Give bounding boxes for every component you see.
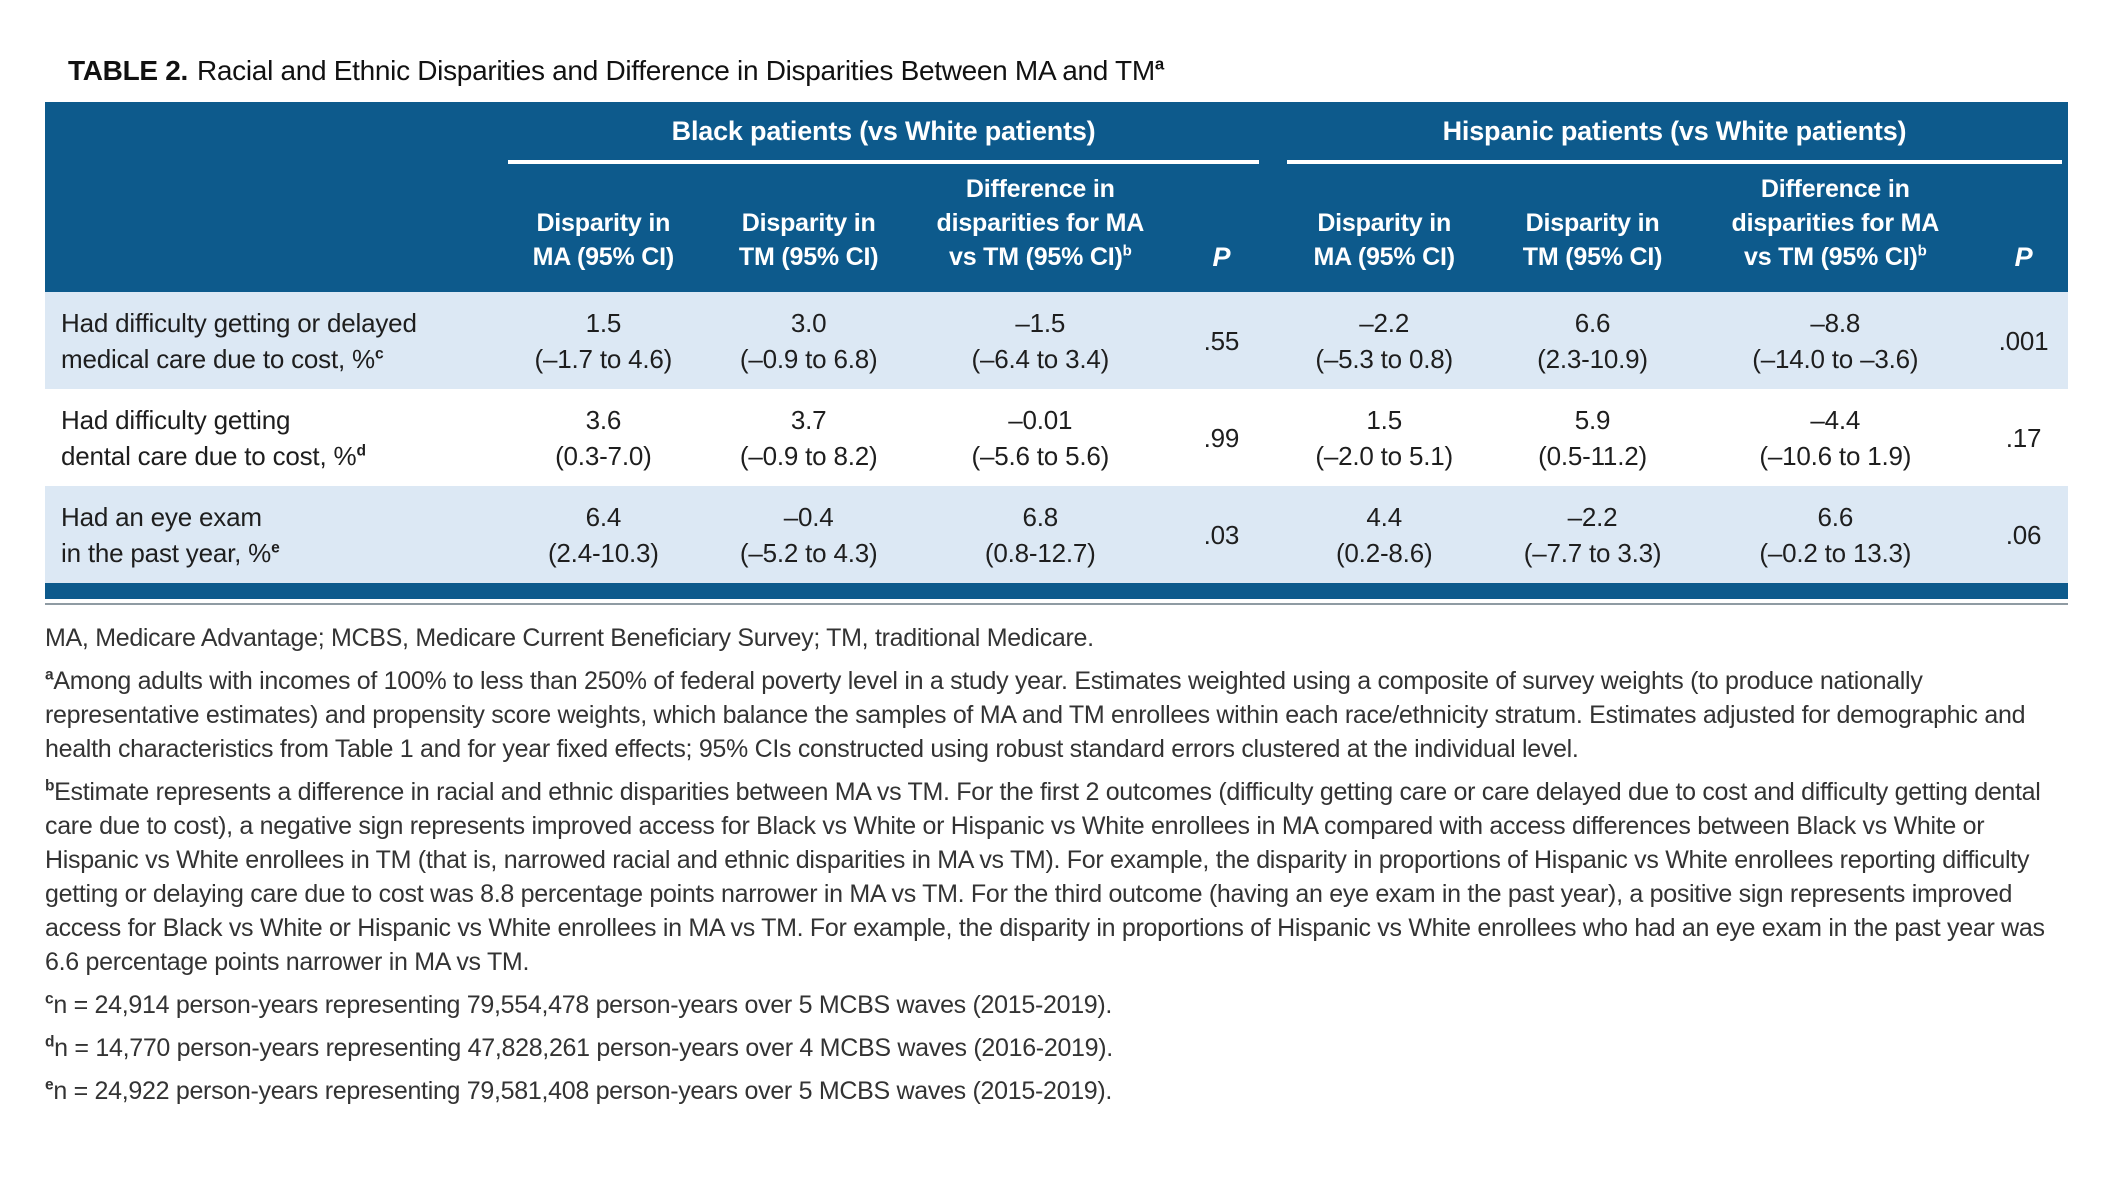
col-header-hispanic-difference: Difference in disparities for MA vs TM (…	[1691, 164, 1979, 292]
cell-black-difference: –0.01 (–5.6 to 5.6)	[971, 404, 1110, 471]
table-body: Had difficulty getting or delayed medica…	[45, 292, 2068, 583]
row-label-column-header	[45, 102, 503, 292]
cell-black-difference: –1.5 (–6.4 to 3.4)	[971, 307, 1110, 374]
cell-hispanic-disparity-ma: 4.4 (0.2-8.6)	[1335, 501, 1433, 568]
cell-hispanic-difference: 6.6 (–0.2 to 13.3)	[1759, 501, 1912, 568]
table-number: TABLE 2.	[68, 55, 188, 86]
col-header-hispanic-disparity-tm: Disparity in TM (95% CI)	[1493, 164, 1692, 292]
row-label: Had difficulty getting or delayed medica…	[61, 307, 417, 374]
row-label: Had an eye exam in the past year, %e	[61, 501, 280, 568]
cell-hispanic-disparity-tm: 5.9 (0.5-11.2)	[1538, 404, 1647, 471]
col-header-black-disparity-ma: Disparity in MA (95% CI)	[502, 164, 705, 292]
cell-black-disparity-ma: 1.5 (–1.7 to 4.6)	[534, 307, 673, 374]
cell-black-disparity-ma: 3.6 (0.3-7.0)	[555, 404, 652, 471]
cell-hispanic-disparity-ma: –2.2 (–5.3 to 0.8)	[1315, 307, 1453, 374]
table-row-eye-exam: Had an eye exam in the past year, %e 6.4…	[45, 486, 2068, 583]
group-header-hispanic: Hispanic patients (vs White patients)	[1274, 102, 2068, 164]
cell-black-p-value: .99	[1203, 422, 1240, 453]
cell-black-disparity-tm: 3.7 (–0.9 to 8.2)	[739, 404, 878, 471]
group-header-row: Black patients (vs White patients) Hispa…	[45, 102, 2068, 292]
cell-black-disparity-tm: –0.4 (–5.2 to 4.3)	[739, 501, 878, 568]
cell-black-disparity-ma: 6.4 (2.4-10.3)	[547, 501, 659, 568]
footnote-abbreviations: MA, Medicare Advantage; MCBS, Medicare C…	[45, 624, 1094, 652]
cell-hispanic-disparity-ma: 1.5 (–2.0 to 5.1)	[1315, 404, 1453, 471]
footnote-b: bEstimate represents a difference in rac…	[45, 777, 2045, 976]
group-header-black: Black patients (vs White patients)	[502, 102, 1275, 164]
col-header-black-disparity-tm: Disparity in TM (95% CI)	[704, 164, 913, 292]
footnote-c: cn = 24,914 person-years representing 79…	[45, 990, 1113, 1019]
column-header-row: Disparity in MA (95% CI) Disparity in TM…	[45, 164, 2068, 292]
col-header-black-difference: Difference in disparities for MA vs TM (…	[912, 164, 1168, 292]
row-label: Had difficulty getting dental care due t…	[61, 404, 366, 471]
cell-hispanic-difference: –8.8 (–14.0 to –3.6)	[1752, 307, 1919, 374]
table-title: TABLE 2. Racial and Ethnic Disparities an…	[68, 55, 2068, 87]
cell-black-difference: 6.8 (0.8-12.7)	[984, 501, 1096, 568]
cell-hispanic-disparity-tm: –2.2 (–7.7 to 3.3)	[1523, 501, 1662, 568]
col-header-hispanic-p-value: P	[1978, 164, 2068, 292]
table-bottom-bar	[45, 583, 2068, 599]
cell-black-p-value: .03	[1203, 519, 1240, 550]
cell-black-disparity-tm: 3.0 (–0.9 to 6.8)	[739, 307, 878, 374]
table-caption: Racial and Ethnic Disparities and Differ…	[196, 55, 1155, 86]
cell-black-p-value: .55	[1203, 325, 1240, 356]
footnote-d: dn = 14,770 person-years representing 47…	[45, 1033, 1113, 1062]
footnote-e: en = 24,922 person-years representing 79…	[45, 1076, 1113, 1105]
footnotes: MA, Medicare Advantage; MCBS, Medicare C…	[45, 621, 2063, 1108]
cell-hispanic-p-value: .001	[1998, 325, 2049, 356]
footnote-a: aAmong adults with incomes of 100% to le…	[45, 666, 2026, 763]
cell-hispanic-difference: –4.4 (–10.6 to 1.9)	[1759, 404, 1912, 471]
disparities-table: Black patients (vs White patients) Hispa…	[45, 102, 2068, 583]
cell-hispanic-p-value: .17	[2005, 422, 2042, 453]
cell-hispanic-disparity-tm: 6.6 (2.3-10.9)	[1537, 307, 1648, 374]
cell-hispanic-p-value: .06	[2005, 519, 2042, 550]
table-bottom-rule	[45, 603, 2068, 605]
table-row-medical-care: Had difficulty getting or delayed medica…	[45, 292, 2068, 389]
table-title-superscript: a	[1154, 54, 1164, 74]
table-row-dental-care: Had difficulty getting dental care due t…	[45, 389, 2068, 486]
table-header: Black patients (vs White patients) Hispa…	[45, 102, 2068, 292]
col-header-hispanic-disparity-ma: Disparity in MA (95% CI)	[1274, 164, 1494, 292]
col-header-black-p-value: P	[1167, 164, 1275, 292]
